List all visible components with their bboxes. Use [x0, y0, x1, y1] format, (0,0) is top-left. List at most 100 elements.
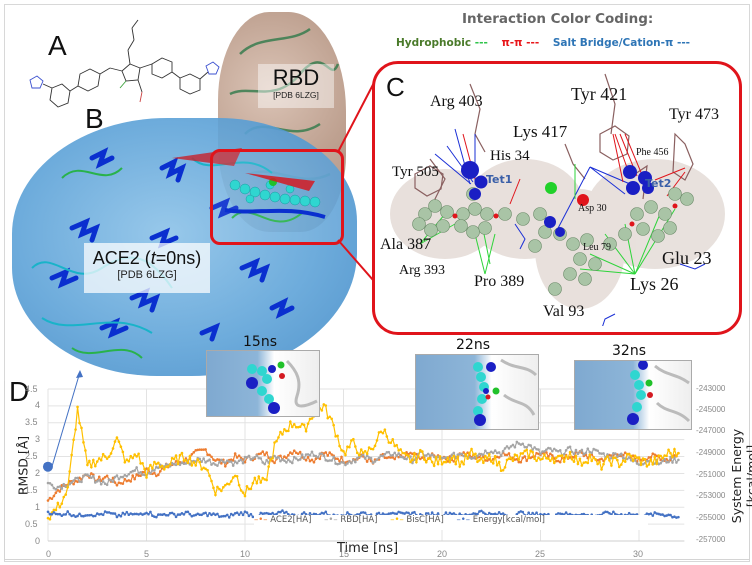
figure-frame [4, 4, 750, 562]
data-point [56, 501, 60, 505]
data-point [123, 460, 127, 464]
data-point [527, 443, 530, 447]
data-point [281, 458, 284, 461]
data-point [497, 460, 501, 464]
data-point [158, 513, 162, 516]
data-point [627, 453, 631, 456]
data-point [438, 455, 442, 458]
data-point [133, 512, 136, 516]
data-point [391, 456, 395, 459]
data-point [82, 441, 85, 444]
data-point [111, 512, 115, 515]
data-point [279, 430, 282, 434]
data-point [70, 481, 73, 484]
data-point [119, 481, 123, 485]
data-point [495, 463, 499, 467]
data-point [535, 511, 538, 514]
data-point [259, 481, 263, 484]
data-point [525, 448, 529, 452]
data-point [393, 451, 397, 455]
data-point [568, 450, 572, 454]
data-point [218, 460, 221, 464]
data-point [395, 454, 398, 458]
data-point [387, 450, 391, 454]
data-point [478, 452, 481, 456]
data-point [385, 435, 389, 438]
data-point [265, 451, 268, 454]
data-point [60, 514, 64, 518]
data-point [235, 456, 239, 459]
data-point [198, 457, 201, 461]
data-point [452, 451, 456, 455]
data-point [78, 421, 81, 425]
data-point [482, 453, 485, 457]
data-point [80, 480, 83, 484]
data-point [641, 462, 645, 466]
data-point [671, 515, 674, 519]
data-point [243, 494, 247, 498]
residue-label-arg-403: Arg 403 [430, 93, 483, 110]
data-point [413, 510, 416, 514]
data-point [265, 511, 268, 515]
data-point [139, 462, 142, 465]
data-point [172, 457, 176, 461]
data-point [401, 455, 404, 459]
data-point [101, 477, 105, 480]
data-point [610, 464, 613, 467]
data-point [117, 477, 121, 481]
data-point [267, 456, 270, 460]
data-point [224, 465, 227, 468]
data-point [103, 455, 107, 458]
data-point [322, 403, 326, 406]
data-point [300, 453, 304, 456]
data-point [251, 457, 255, 460]
data-point [237, 483, 241, 487]
data-point [253, 455, 257, 459]
data-point [387, 456, 391, 459]
data-point [503, 453, 507, 457]
data-point [222, 485, 225, 489]
snapshot-inset-32ns [574, 360, 692, 430]
data-point [239, 458, 243, 461]
data-point [600, 452, 603, 455]
data-point [564, 454, 568, 458]
data-point [216, 485, 219, 489]
data-point [594, 458, 597, 461]
data-point [671, 455, 674, 459]
ligand-label-tet1: Tet1 [486, 173, 513, 186]
data-point [659, 513, 662, 516]
data-point [290, 425, 294, 429]
data-point [446, 460, 450, 463]
data-point [129, 470, 133, 474]
data-point [560, 512, 564, 516]
binding-site-ligand-render [224, 173, 326, 219]
data-point [292, 455, 296, 459]
data-point [304, 458, 308, 462]
data-point [346, 511, 349, 514]
data-point [133, 469, 136, 472]
data-point [97, 457, 101, 460]
data-point [157, 461, 160, 465]
y2-tick-253000: -253000 [696, 491, 726, 500]
data-point [444, 456, 448, 459]
data-point [245, 456, 249, 459]
data-point [655, 462, 659, 465]
data-point [273, 461, 276, 465]
residue-label-asp-30: Asp 30 [578, 203, 607, 214]
data-point [318, 452, 322, 456]
legend-rbd-marker: –•– [324, 515, 338, 525]
data-point [464, 453, 467, 456]
data-point [472, 456, 475, 460]
data-point [580, 464, 584, 467]
data-point [647, 456, 651, 459]
data-point [320, 409, 324, 412]
data-point [141, 461, 144, 465]
data-point [328, 459, 332, 462]
data-point [621, 456, 625, 460]
data-point [168, 462, 172, 466]
data-point [484, 454, 487, 458]
data-point [332, 455, 335, 459]
data-point [357, 453, 361, 457]
data-point [543, 512, 546, 516]
data-point [123, 477, 127, 481]
